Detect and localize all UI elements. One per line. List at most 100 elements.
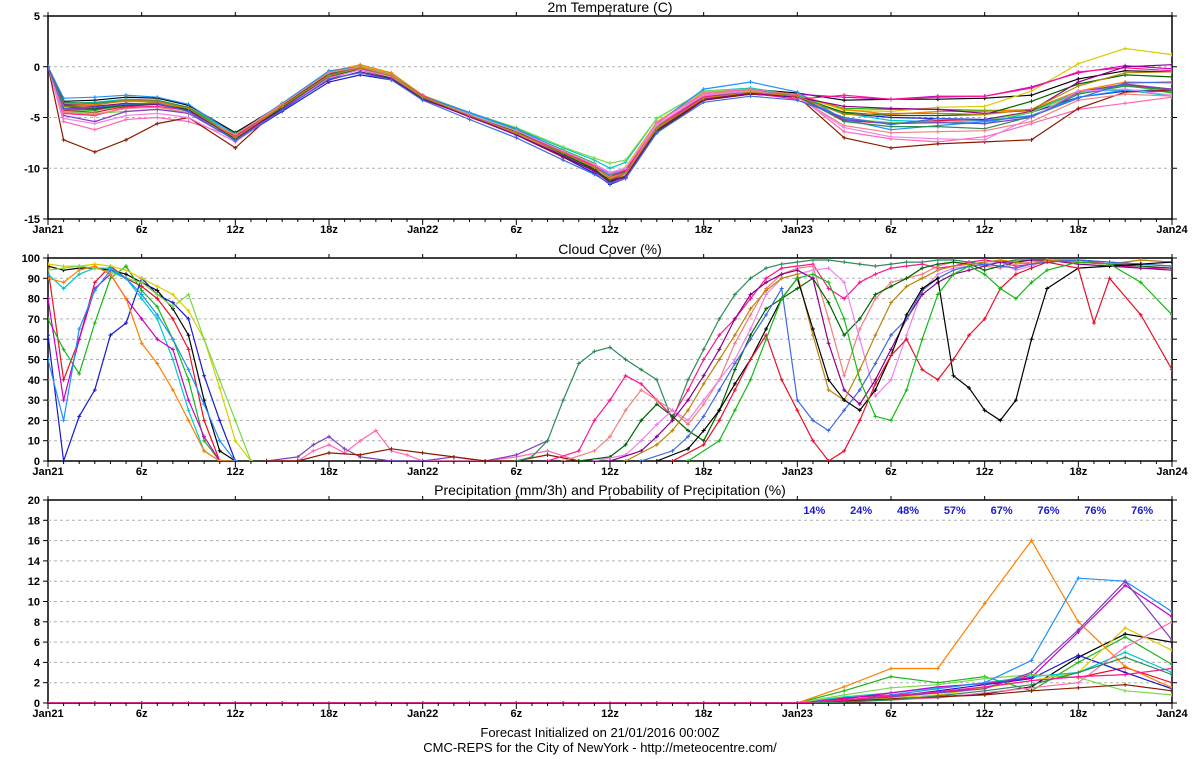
data-point bbox=[826, 428, 831, 433]
data-point bbox=[951, 264, 956, 269]
data-point bbox=[1076, 106, 1081, 111]
data-point bbox=[1170, 94, 1172, 99]
data-point bbox=[186, 701, 191, 703]
data-point bbox=[139, 341, 144, 346]
data-point bbox=[920, 276, 925, 281]
data-point bbox=[1123, 101, 1128, 106]
data-point bbox=[1029, 119, 1034, 124]
y-tick-label: 90 bbox=[28, 273, 40, 285]
data-point bbox=[1123, 583, 1128, 588]
series-line bbox=[563, 259, 1172, 461]
data-point bbox=[889, 262, 893, 267]
data-point bbox=[826, 258, 831, 263]
data-point bbox=[155, 296, 160, 301]
data-point bbox=[608, 176, 612, 181]
data-point bbox=[717, 418, 722, 423]
x-tick-label: 18z bbox=[1069, 708, 1087, 720]
x-tick-label: 12z bbox=[226, 466, 244, 478]
data-point bbox=[748, 312, 753, 317]
data-point bbox=[701, 414, 706, 419]
data-point bbox=[764, 327, 769, 332]
data-point bbox=[935, 116, 940, 121]
data-point bbox=[889, 347, 893, 352]
data-point bbox=[1045, 260, 1050, 265]
data-point bbox=[1029, 670, 1034, 675]
x-tick-label: 6z bbox=[511, 224, 523, 236]
data-point bbox=[467, 117, 472, 122]
y-tick-label: 4 bbox=[34, 657, 41, 669]
data-point bbox=[61, 266, 66, 271]
data-point bbox=[920, 367, 925, 372]
data-point bbox=[108, 272, 113, 277]
data-point bbox=[327, 701, 331, 703]
y-tick-label: 14 bbox=[28, 556, 41, 568]
data-point bbox=[202, 434, 207, 439]
x-tick-label: Jan21 bbox=[32, 224, 63, 236]
x-tick-label: 18z bbox=[695, 224, 713, 236]
data-point bbox=[139, 701, 144, 703]
data-point bbox=[842, 93, 847, 98]
data-point bbox=[654, 402, 659, 407]
data-point bbox=[639, 459, 644, 461]
y-tick-label: -5 bbox=[30, 113, 40, 125]
data-point bbox=[935, 111, 940, 116]
data-point bbox=[701, 398, 706, 403]
data-point bbox=[1076, 653, 1081, 658]
data-point bbox=[420, 459, 425, 461]
data-point bbox=[686, 408, 691, 413]
data-point bbox=[935, 124, 940, 129]
x-tick-label: 18z bbox=[1069, 224, 1087, 236]
data-point bbox=[795, 286, 800, 291]
data-point bbox=[155, 284, 160, 289]
data-point bbox=[873, 394, 878, 399]
data-point bbox=[686, 422, 691, 427]
data-point bbox=[1029, 86, 1034, 91]
data-point bbox=[483, 459, 488, 461]
pop-label: 76% bbox=[1131, 505, 1153, 517]
data-point bbox=[608, 345, 612, 350]
data-point bbox=[61, 106, 66, 111]
data-point bbox=[717, 316, 722, 321]
data-point bbox=[248, 459, 253, 461]
data-point bbox=[857, 367, 862, 372]
x-tick-label: 12z bbox=[976, 708, 994, 720]
data-point bbox=[1170, 614, 1172, 619]
data-point bbox=[701, 438, 706, 443]
data-point bbox=[748, 292, 753, 297]
data-point bbox=[982, 272, 987, 277]
y-tick-label: 5 bbox=[34, 11, 40, 23]
pop-label: 76% bbox=[1084, 505, 1106, 517]
data-point bbox=[202, 448, 207, 453]
data-point bbox=[124, 93, 129, 98]
data-point bbox=[764, 292, 769, 297]
data-point bbox=[748, 701, 753, 703]
y-tick-label: 10 bbox=[28, 436, 40, 448]
data-point bbox=[842, 448, 847, 453]
data-point bbox=[810, 264, 815, 269]
data-point bbox=[967, 268, 972, 273]
data-point bbox=[904, 387, 909, 392]
data-point bbox=[701, 87, 706, 92]
data-point bbox=[732, 316, 737, 321]
data-point bbox=[779, 296, 784, 301]
data-point bbox=[1013, 260, 1018, 265]
series-line bbox=[48, 66, 1172, 174]
data-point bbox=[186, 418, 191, 423]
data-point bbox=[701, 428, 706, 433]
x-tick-label: Jan21 bbox=[32, 708, 63, 720]
data-point bbox=[1170, 68, 1172, 73]
y-tick-label: 12 bbox=[28, 576, 40, 588]
data-point bbox=[951, 268, 956, 273]
data-point bbox=[982, 680, 987, 685]
data-point bbox=[935, 693, 940, 698]
data-point bbox=[311, 442, 316, 447]
data-point bbox=[1170, 62, 1172, 67]
footer-line-2: CMC-REPS for the City of NewYork - http:… bbox=[423, 740, 777, 755]
data-point bbox=[857, 418, 862, 423]
data-point bbox=[124, 117, 129, 122]
data-point bbox=[92, 105, 97, 110]
data-point bbox=[48, 357, 50, 362]
data-point bbox=[358, 65, 363, 70]
data-point bbox=[186, 377, 191, 382]
data-point bbox=[670, 448, 675, 453]
